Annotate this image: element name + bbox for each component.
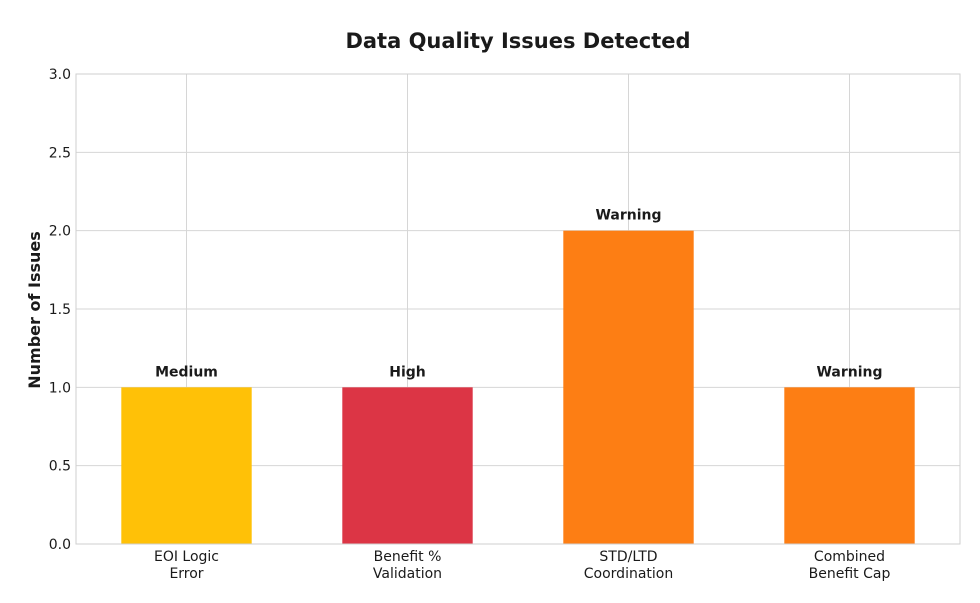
x-tick-label-line: STD/LTD — [599, 549, 657, 565]
x-tick-label-line: Error — [169, 566, 203, 582]
bar-value-label: Medium — [155, 364, 218, 380]
x-tick-label-line: Benefit Cap — [809, 566, 891, 582]
x-ticks: EOI Logic Error Benefit % Validation STD/LTD… — [154, 549, 890, 582]
x-tick-label-line: EOI Logic — [154, 549, 219, 565]
y-tick-label: 2.5 — [49, 145, 71, 161]
bars — [121, 230, 915, 544]
y-tick-label: 1.0 — [49, 380, 71, 396]
bar — [342, 387, 473, 544]
y-axis-label: Number of Issues — [25, 231, 44, 389]
y-tick-label: 3.0 — [49, 67, 71, 83]
chart-title: Data Quality Issues Detected — [345, 29, 690, 53]
bar — [563, 230, 694, 544]
x-tick-label-line: Coordination — [584, 566, 673, 582]
y-tick-label: 0.0 — [49, 537, 71, 553]
bar-value-label: High — [389, 364, 426, 380]
x-tick-label-line: Validation — [373, 566, 442, 582]
x-tick-label: Combined Benefit Cap — [809, 549, 891, 582]
bar-value-label: Warning — [595, 208, 661, 224]
x-tick-label-line: Benefit % — [374, 549, 442, 565]
bar-value-label: Warning — [816, 364, 882, 380]
plot-frame — [75, 73, 961, 545]
x-tick-label: Benefit % Validation — [373, 549, 442, 582]
x-tick-label: EOI Logic Error — [154, 549, 219, 582]
y-tick-label: 2.0 — [49, 224, 71, 240]
x-tick-label: STD/LTD Coordination — [584, 549, 673, 582]
bar-labels: Medium High Warning Warning — [155, 208, 882, 381]
bar — [784, 387, 915, 544]
y-ticks: 0.0 0.5 1.0 1.5 2.0 2.5 3.0 — [49, 67, 71, 553]
x-tick-label-line: Combined — [814, 549, 885, 565]
bar — [121, 387, 252, 544]
y-tick-label: 0.5 — [49, 459, 71, 475]
y-tick-label: 1.5 — [49, 302, 71, 318]
